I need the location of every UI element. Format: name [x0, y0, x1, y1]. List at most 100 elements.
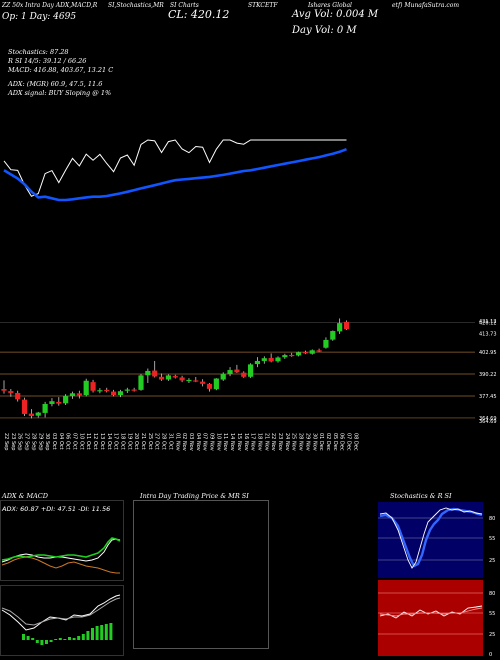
header-line1-mid2: SI Charts — [170, 2, 199, 9]
price-axis-label: 390.22 — [479, 372, 497, 378]
price-axis-label: 364.69 — [479, 419, 497, 425]
macd-histogram-bar — [49, 640, 53, 642]
date-tick-label: 16 Nov — [243, 433, 249, 451]
intraday-panel-title: Intra Day Trading Price & MR SI — [140, 492, 249, 500]
date-tick-label: 01 Nov — [174, 433, 180, 451]
candle-body — [15, 392, 21, 400]
macd-histogram-bar — [81, 634, 85, 640]
stoch-d-line — [379, 507, 483, 569]
date-tick-label: 24 Nov — [284, 433, 290, 451]
macd-histogram-bar — [72, 638, 76, 640]
intraday-panel — [133, 500, 269, 649]
day-volume: Day Vol: 0 M — [292, 25, 357, 36]
date-tick-label: 07 Oct — [72, 433, 78, 450]
date-tick-label: 10 Oct — [78, 433, 84, 450]
date-tick-label: 27 Sep — [24, 433, 30, 450]
candle-body — [111, 391, 117, 396]
stoch-tick-55: 55 — [489, 536, 495, 542]
date-tick-label: 26 Sep — [17, 433, 23, 450]
minus-di-line — [1, 556, 120, 574]
date-tick-label: 23 Nov — [277, 433, 283, 451]
date-tick-label: 29 Sep — [37, 433, 43, 450]
avg-volume: Avg Vol: 0.004 M — [292, 9, 379, 20]
candle-body — [234, 369, 240, 373]
candle-body — [302, 352, 308, 354]
candle-body — [268, 358, 274, 362]
price-axis-label: 377.45 — [479, 394, 497, 400]
header-line1-mid1: SI,Stochastics,MR — [108, 2, 164, 9]
date-tick-label: 07 Nov — [202, 433, 208, 451]
candle-body — [248, 364, 254, 377]
header-line1-mid3: STKCETF — [248, 2, 278, 9]
date-tick-label: 25 Nov — [291, 433, 297, 451]
macd-histogram-bar — [54, 639, 58, 640]
adx-panel-frame — [0, 500, 124, 581]
candle-body — [138, 375, 144, 390]
date-tick-label: 07 Dec — [346, 433, 352, 451]
candle-body — [206, 383, 213, 389]
date-tick-label: 14 Nov — [229, 433, 235, 451]
macd-histogram-bar — [104, 624, 108, 640]
candle-body — [309, 350, 315, 354]
rsi-tick-0: 0 — [489, 652, 492, 658]
adx-panel-title: ADX & MACD — [2, 492, 48, 500]
date-tick-label: 04 Nov — [195, 433, 201, 451]
date-tick-label: 09 Nov — [209, 433, 215, 451]
candle-body — [227, 370, 233, 375]
date-tick-label: 20 Oct — [133, 433, 139, 450]
close-price: CL: 420.12 — [168, 8, 230, 21]
candle-body — [83, 380, 89, 396]
candle-body — [165, 375, 171, 380]
date-tick-label: 03 Oct — [51, 433, 57, 450]
date-tick-label: 31 Oct — [167, 433, 173, 450]
candle-body — [1, 389, 7, 391]
macd-histogram-bar — [63, 639, 67, 640]
date-tick-label: 01 Dec — [318, 433, 324, 451]
date-tick-label: 18 Oct — [119, 433, 125, 450]
candle-body — [179, 377, 185, 381]
stoch-background — [378, 502, 483, 578]
rsi-tick-25: 25 — [489, 632, 495, 638]
candle-body — [254, 360, 261, 365]
date-tick-label: 17 Oct — [113, 433, 119, 450]
date-tick-label: 06 Dec — [339, 433, 345, 451]
date-tick-label: 03 Nov — [188, 433, 194, 451]
date-tick-label: 21 Nov — [263, 433, 269, 451]
date-tick-label: 18 Nov — [256, 433, 262, 451]
candle-body — [213, 378, 219, 390]
candle-body — [69, 393, 76, 397]
date-tick-label: 11 Oct — [85, 433, 91, 450]
date-tick-label: 29 Nov — [304, 433, 310, 451]
candle-body — [200, 381, 206, 384]
date-tick-label: 11 Nov — [222, 433, 228, 451]
candle-body — [56, 401, 62, 404]
stoch-k-line — [379, 507, 483, 568]
macd-line — [1, 594, 121, 631]
macd-histogram-bar — [100, 625, 104, 640]
macd-histogram-bar — [22, 634, 25, 640]
macd-histogram-bar — [68, 637, 71, 640]
date-tick-label: 30 Nov — [311, 433, 317, 451]
date-tick-label: 04 Oct — [58, 433, 64, 450]
adx-line — [1, 538, 121, 563]
price-axis-label: 413.73 — [479, 332, 497, 338]
candle-body — [186, 379, 192, 382]
candle-body — [145, 370, 151, 376]
intraday-frame — [133, 500, 269, 649]
candle-body — [117, 391, 124, 396]
date-tick-label: 14 Oct — [106, 433, 112, 450]
candle-body — [241, 372, 247, 377]
macd-histogram-bar — [91, 628, 94, 640]
stoch-tick-80: 80 — [489, 516, 495, 522]
date-tick-label: 19 Oct — [126, 433, 132, 450]
rsi-line — [379, 605, 483, 619]
macd-histogram-bar — [40, 640, 44, 645]
rsi-tick-55: 55 — [489, 611, 495, 617]
candle-body — [28, 413, 34, 417]
macd-histogram-bar — [45, 640, 48, 644]
close-price-line — [3, 139, 347, 197]
date-tick-label: 13 Oct — [99, 433, 105, 450]
candle-body — [49, 401, 55, 404]
date-tick-label: 02 Dec — [325, 433, 331, 451]
date-tick-label: 15 Nov — [236, 433, 242, 451]
